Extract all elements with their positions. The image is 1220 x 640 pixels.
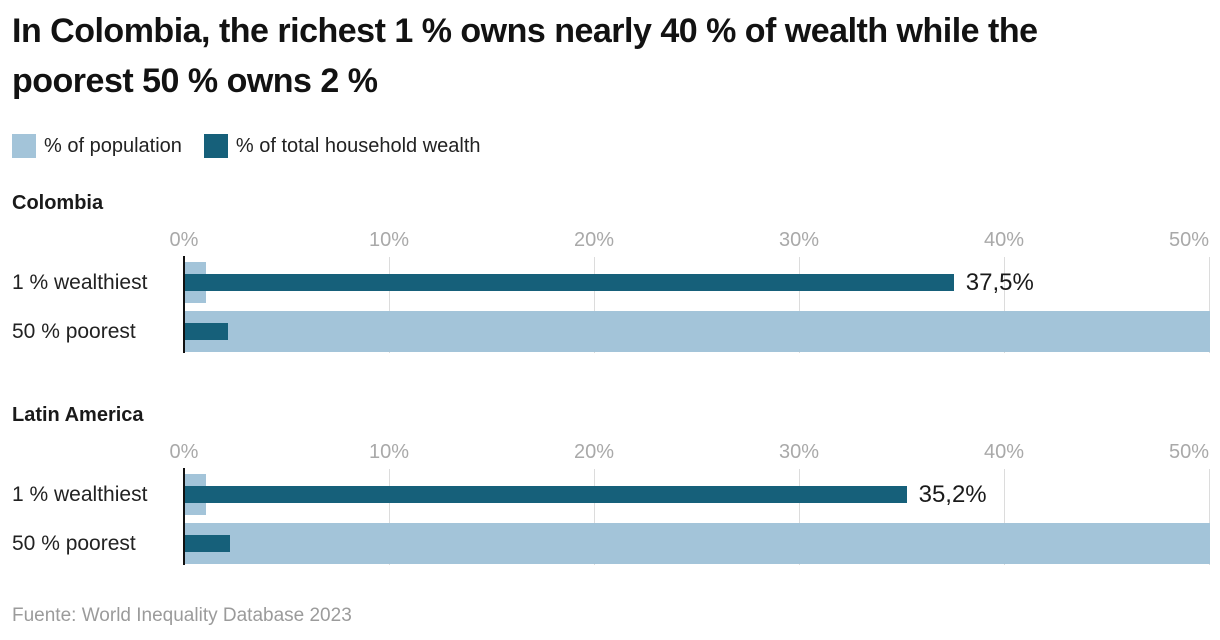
section-title: Colombia <box>12 192 104 214</box>
row-label: 50 % poorest <box>12 320 136 343</box>
row-label: 1 % wealthiest <box>12 483 148 506</box>
row-label: 50 % poorest <box>12 532 136 555</box>
gridline <box>594 257 595 353</box>
wealth-bar <box>185 274 954 291</box>
gridline <box>799 469 800 565</box>
legend-label-population: % of population <box>44 134 182 157</box>
legend: % of population % of total household wea… <box>12 134 481 158</box>
wealth-bar <box>185 486 907 503</box>
plot-area: 1 % wealthiest 37,5% 50 % poorest <box>0 255 1220 353</box>
axis-tick-label: 20% <box>573 441 615 463</box>
axis-line <box>183 256 185 353</box>
row-label: 1 % wealthiest <box>12 271 148 294</box>
section-latin-america: Latin America 0% 10% 20% 30% 40% 50% 1 % wealth… <box>0 403 1220 565</box>
axis-tick-label: 50% <box>1168 441 1209 463</box>
axis-tick-label: 20% <box>573 229 615 251</box>
chart-title: In Colombia, the richest 1 % owns nearly… <box>12 12 1038 100</box>
axis-tick-label: 10% <box>368 441 410 463</box>
section-title: Latin America <box>12 404 144 426</box>
gridline <box>1209 257 1210 353</box>
axis-ticks: 0% 10% 20% 30% 40% 50% <box>0 227 1220 253</box>
axis-tick-label: 10% <box>368 229 410 251</box>
gridline <box>799 257 800 353</box>
axis-tick-label: 40% <box>983 229 1025 251</box>
axis-ticks: 0% 10% 20% 30% 40% 50% <box>0 439 1220 465</box>
gridline <box>1209 469 1210 565</box>
plot-area: 1 % wealthiest 35,2% 50 % poorest <box>0 467 1220 565</box>
gridline <box>594 469 595 565</box>
wealth-bar <box>185 323 229 340</box>
gridline <box>1004 469 1005 565</box>
legend-item-wealth: % of total household wealth <box>203 134 481 158</box>
population-bar <box>185 311 1210 352</box>
legend-item-population: % of population <box>12 134 182 158</box>
gridline <box>1004 257 1005 353</box>
legend-swatch-population <box>12 134 36 158</box>
wealth-bar <box>185 535 231 552</box>
legend-swatch-wealth <box>203 134 228 158</box>
section-colombia: Colombia 0% 10% 20% 30% 40% 50% 1 % wealthiest 3… <box>0 191 1220 353</box>
value-label: 37,5% <box>965 269 1034 296</box>
value-label: 35,2% <box>918 481 987 508</box>
gridline <box>389 469 390 565</box>
axis-tick-label: 40% <box>983 441 1025 463</box>
population-bar <box>185 523 1210 564</box>
axis-tick-label: 30% <box>778 441 820 463</box>
legend-label-wealth: % of total household wealth <box>235 134 481 157</box>
axis-line <box>183 468 185 565</box>
axis-tick-label: 0% <box>169 229 199 251</box>
source-note: Fuente: World Inequality Database 2023 <box>12 605 352 626</box>
gridline <box>389 257 390 353</box>
axis-tick-label: 50% <box>1168 229 1209 251</box>
axis-tick-label: 0% <box>169 441 199 463</box>
axis-tick-label: 30% <box>778 229 820 251</box>
